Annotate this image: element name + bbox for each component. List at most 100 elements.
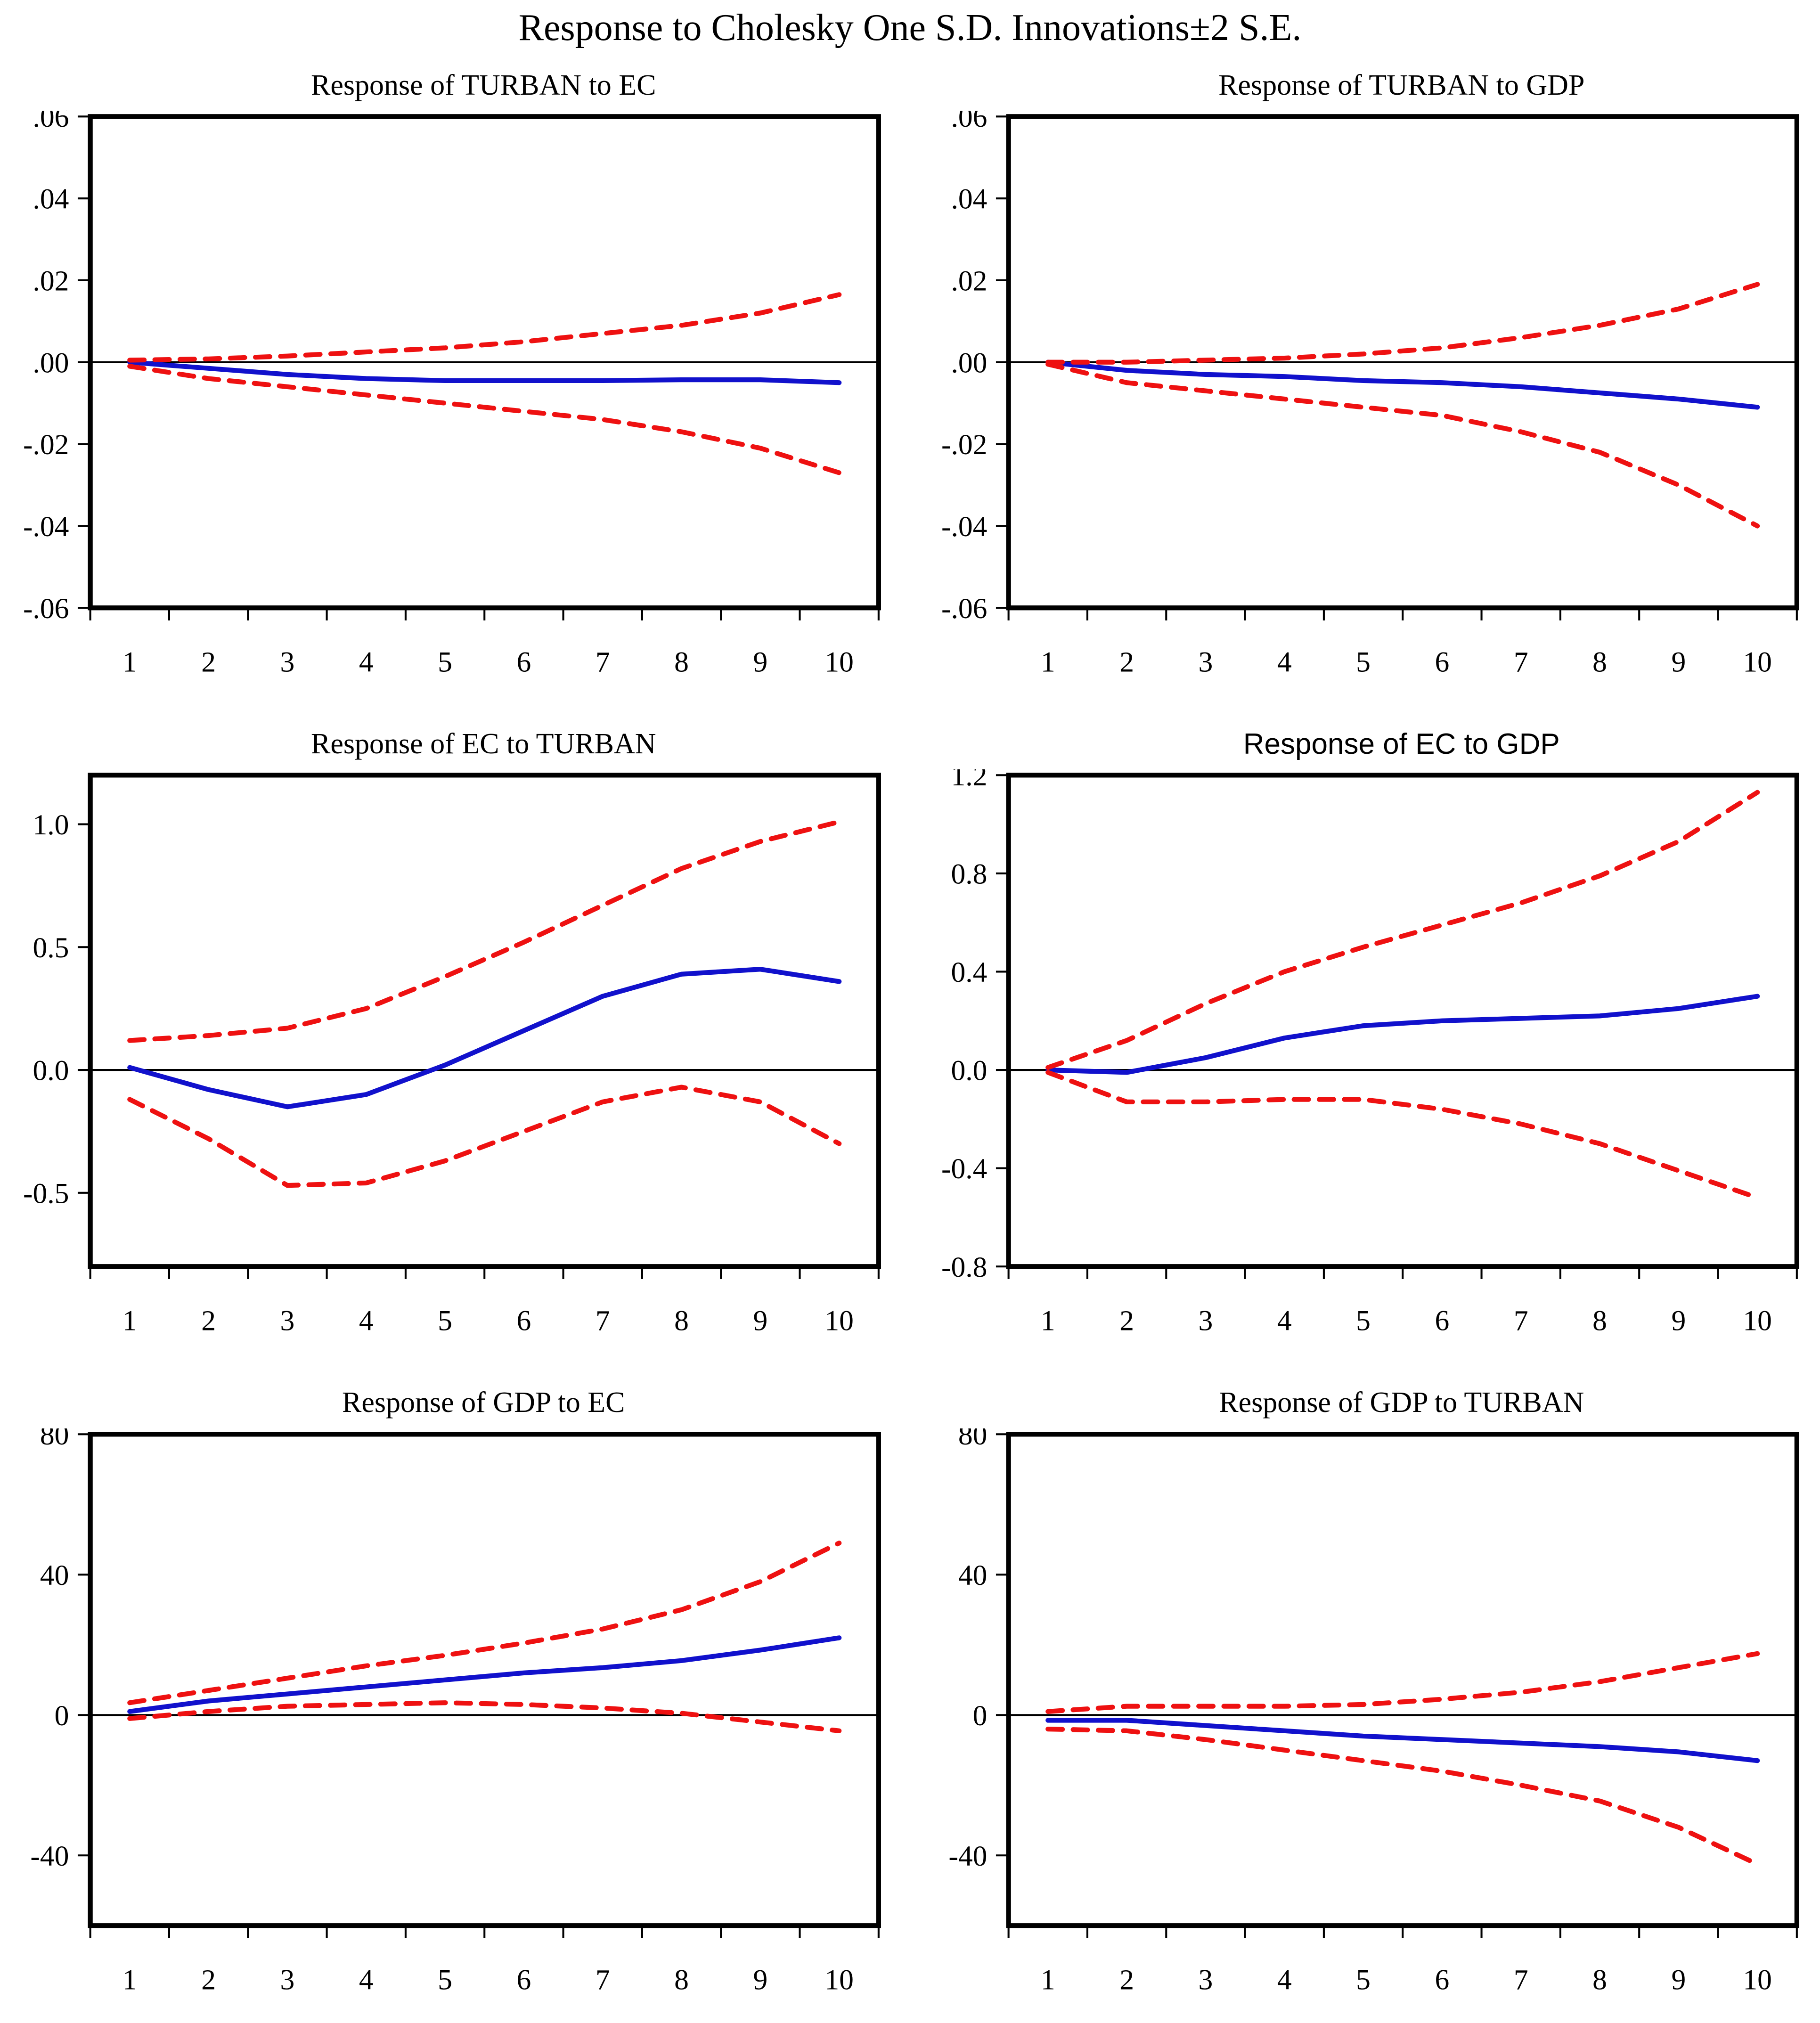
plot-border [88, 114, 881, 611]
y-tick-label: 0.5 [33, 932, 69, 964]
x-tick-label: 6 [516, 646, 531, 678]
y-tick-label: 0 [55, 1700, 69, 1732]
lower-2se-line [1045, 1726, 1760, 1867]
x-tick-label: 2 [1119, 1305, 1134, 1337]
x-tick-label: 4 [359, 646, 374, 678]
x-tick-label: 9 [1671, 1964, 1686, 1996]
x-tick-label: 6 [1435, 1964, 1449, 1996]
plot-border [1006, 114, 1799, 611]
x-tick-label: 8 [674, 1305, 689, 1337]
panel-gdp-to-ec: Response of GDP to EC 80 40 0 -40 1 2 3 4 5 6 7 8 9 1… [6, 1380, 891, 2020]
y-tick-label: .06 [951, 111, 987, 133]
y-tick-label: -.04 [941, 511, 987, 543]
x-tick-label: 5 [438, 1964, 452, 1996]
irf-chart-canvas: 1.0 0.5 0.0 -0.5 1 2 3 4 5 6 7 8 9 10 [23, 773, 881, 1337]
panel-title: Response of GDP to EC [342, 1387, 625, 1419]
upper-2se-line [1045, 1651, 1760, 1714]
figure-title: Response to Cholesky One S.D. Innovation… [518, 7, 1302, 49]
x-tick-label: 10 [1743, 646, 1772, 678]
x-tick-label: 2 [201, 646, 216, 678]
y-tick-label: 0.8 [951, 858, 987, 890]
x-tick-label: 5 [1356, 1964, 1371, 1996]
x-tick-label: 3 [280, 1964, 295, 1996]
x-tick-label: 7 [1513, 1305, 1528, 1337]
response-line [127, 967, 842, 1109]
lower-2se-line [1045, 361, 1760, 529]
x-tick-label: 5 [438, 646, 452, 678]
irf-chart-canvas: .06 .04 .02 .00 -.02 -.04 -.06 1 2 3 4 5 6 7 8 9 10 [941, 111, 1799, 678]
x-tick-label: 2 [1119, 646, 1134, 678]
x-tick-label: 1 [1040, 1305, 1055, 1337]
y-tick-label: .04 [33, 183, 69, 215]
x-tick-label: 6 [1435, 646, 1449, 678]
y-tick-label: 80 [40, 1428, 69, 1451]
y-tick-label: .02 [33, 265, 69, 297]
x-tick-label: 10 [1743, 1305, 1772, 1337]
panel-grid: Response of TURBAN to EC .06 .04 .02 .00 -.0… [0, 63, 1820, 2020]
x-tick-label: 8 [674, 1964, 689, 1996]
x-tick-label: 6 [516, 1305, 531, 1337]
x-tick-label: 2 [1119, 1964, 1134, 1996]
x-tick-label: 6 [1435, 1305, 1449, 1337]
lower-2se-line [127, 1085, 842, 1188]
x-tick-label: 7 [596, 646, 610, 678]
x-tick-label: 1 [1040, 1964, 1055, 1996]
plot-border [88, 1432, 881, 1928]
upper-2se-line [127, 819, 842, 1044]
y-tick-label: -.06 [941, 593, 987, 625]
x-tick-label: 8 [1592, 1964, 1607, 1996]
x-tick-label: 4 [1277, 1305, 1291, 1337]
x-tick-label: 2 [201, 1305, 216, 1337]
x-tick-label: 8 [674, 646, 689, 678]
y-tick-label: 0 [972, 1700, 987, 1732]
plot-border [88, 773, 881, 1269]
upper-2se-line [127, 292, 842, 363]
x-tick-label: 3 [280, 1305, 295, 1337]
y-tick-label: 0.0 [951, 1055, 987, 1087]
plot-border [1006, 773, 1799, 1269]
x-tick-label: 3 [1198, 1305, 1213, 1337]
y-tick-label: -0.8 [941, 1251, 987, 1283]
x-tick-label: 1 [122, 1305, 137, 1337]
x-tick-label: 9 [1671, 1305, 1686, 1337]
x-tick-label: 7 [1513, 646, 1528, 678]
response-line [1045, 1718, 1760, 1763]
y-tick-label: -0.5 [23, 1178, 69, 1210]
y-tick-label: .00 [33, 347, 69, 379]
x-tick-label: 4 [1277, 646, 1291, 678]
y-tick-label: -0.4 [941, 1153, 987, 1185]
x-tick-label: 7 [596, 1964, 610, 1996]
x-tick-label: 10 [824, 1964, 854, 1996]
upper-2se-line [1045, 790, 1760, 1070]
panel-ec-to-turban: Response of EC to TURBAN 1.0 0.5 0.0 -0.5 1 2… [6, 721, 891, 1361]
lower-2se-line [1045, 1070, 1760, 1200]
irf-chart-canvas: .06 .04 .02 .00 -.02 -.04 -.06 1 2 3 4 5 6 7 8 9 10 [23, 111, 881, 678]
y-tick-label: -.06 [23, 593, 69, 625]
irf-chart-canvas: 80 40 0 -40 1 2 3 4 5 6 7 8 9 10 [948, 1428, 1799, 1996]
x-tick-label: 7 [1513, 1964, 1528, 1996]
x-tick-label: 9 [753, 1305, 767, 1337]
panel-title: Response of TURBAN to EC [310, 69, 656, 101]
y-tick-label: 0.4 [951, 956, 987, 988]
x-tick-label: 9 [1671, 646, 1686, 678]
y-tick-label: .00 [951, 347, 987, 379]
y-tick-label: 40 [40, 1559, 69, 1591]
x-tick-label: 1 [122, 1964, 137, 1996]
x-tick-label: 3 [280, 646, 295, 678]
irf-chart-canvas: 1.2 0.8 0.4 0.0 -0.4 -0.8 1 2 3 4 5 6 7 8 9 10 [941, 769, 1799, 1337]
x-tick-label: 7 [596, 1305, 610, 1337]
panel-gdp-to-turban: Response of GDP to TURBAN 80 40 0 -40 1 2 3 4 5 6… [924, 1380, 1809, 2020]
plot-border [1006, 1432, 1799, 1928]
lower-2se-line [127, 364, 842, 475]
panel-title: Response of GDP to TURBAN [1219, 1387, 1584, 1419]
panel-ec-to-gdp: Response of EC to GDP 1.2 0.8 0.4 0.0 -0.4 -0… [924, 721, 1809, 1361]
y-tick-label: 0.0 [33, 1055, 69, 1087]
x-tick-label: 5 [1356, 1305, 1371, 1337]
x-tick-label: 4 [359, 1964, 374, 1996]
x-tick-label: 5 [438, 1305, 452, 1337]
x-tick-label: 8 [1592, 1305, 1607, 1337]
x-tick-label: 4 [1277, 1964, 1291, 1996]
x-tick-label: 3 [1198, 1964, 1213, 1996]
upper-2se-line [1045, 282, 1760, 365]
panel-title: Response of EC to TURBAN [310, 727, 656, 760]
